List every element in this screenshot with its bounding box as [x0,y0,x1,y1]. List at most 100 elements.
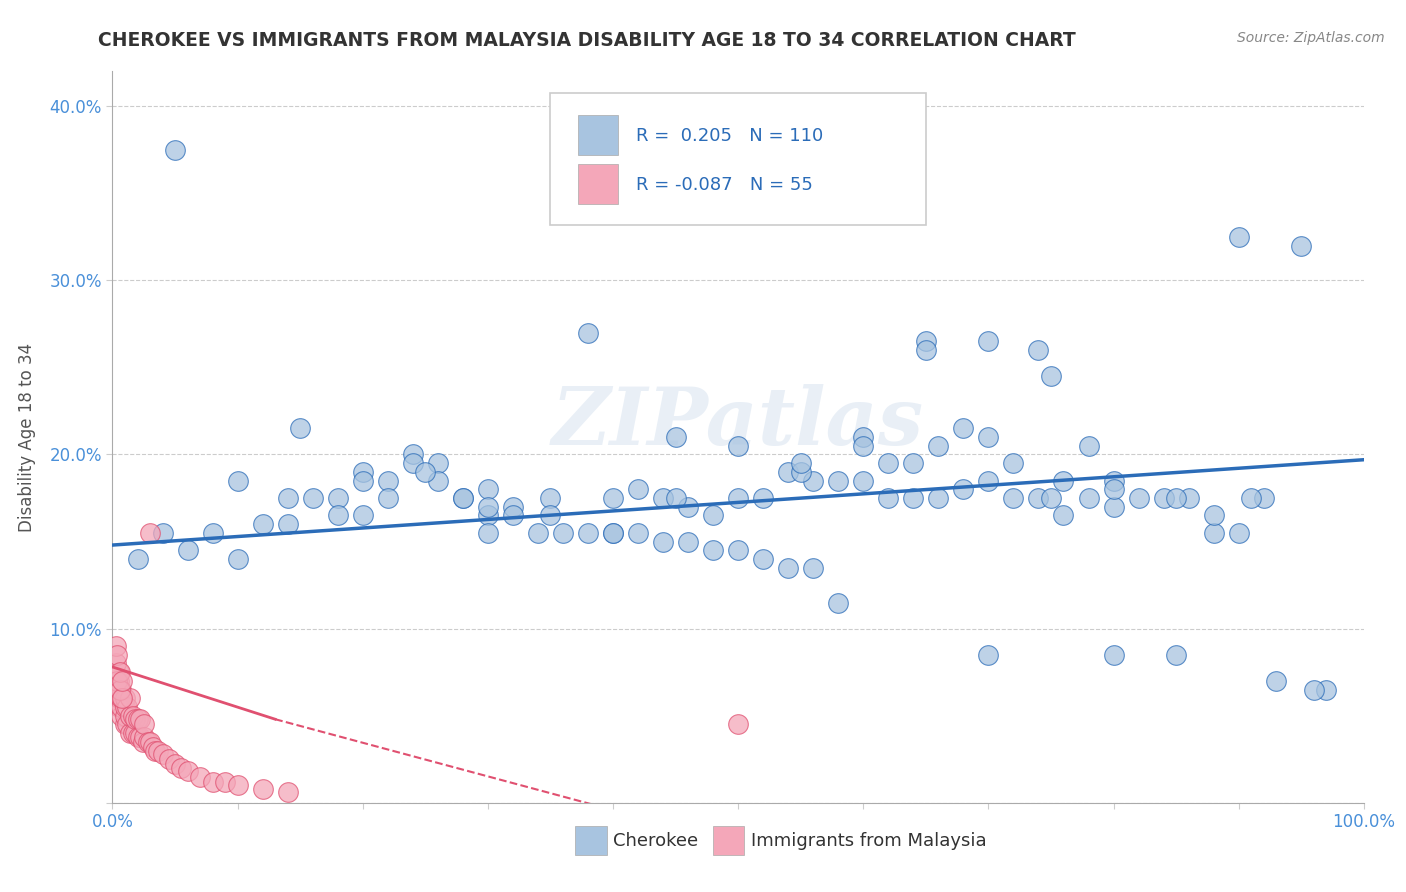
Point [163,757,186,772]
Point [226,778,249,792]
Point [110,708,132,723]
Y-axis label: Disability Age 18 to 34: Disability Age 18 to 34 [18,343,35,532]
Point [1102,500,1125,514]
Point [1315,682,1337,697]
Point [1102,648,1125,662]
Point [352,474,374,488]
Point [801,474,824,488]
Point [801,560,824,574]
Point [1028,491,1050,505]
Point [146,743,169,757]
Point [402,448,425,462]
Point [118,691,141,706]
Point [927,491,949,505]
Point [170,761,193,775]
Point [538,508,561,523]
Point [413,465,436,479]
Point [752,552,775,566]
Bar [575,826,607,855]
Point [1253,491,1275,505]
Point [426,474,449,488]
Point [1128,491,1150,505]
Point [778,465,800,479]
Point [139,525,162,540]
Point [477,483,499,497]
Point [121,708,143,723]
Point [1039,369,1063,384]
Point [377,491,399,505]
Text: R =  0.205   N = 110: R = 0.205 N = 110 [636,127,823,145]
Point [124,712,146,726]
Point [121,726,143,740]
Point [127,552,149,566]
Point [652,534,675,549]
Point [277,517,299,532]
Point [1164,648,1187,662]
Point [108,682,131,697]
Point [1227,525,1250,540]
Point [852,474,875,488]
Point [1052,508,1074,523]
Point [502,500,524,514]
Point [105,639,128,653]
Point [127,730,149,744]
Point [110,682,132,697]
Point [727,717,749,731]
Point [129,712,152,726]
Point [152,525,174,540]
Point [903,456,925,470]
Point [676,534,699,549]
Point [114,691,136,706]
Point [402,456,425,470]
Point [551,525,574,540]
Point [1202,525,1225,540]
Bar [578,164,619,204]
Point [1177,491,1199,505]
Point [110,700,132,714]
Point [952,483,974,497]
Text: Immigrants from Malaysia: Immigrants from Malaysia [751,832,986,850]
Point [118,708,141,723]
Point [790,465,813,479]
Point [127,712,149,726]
Point [252,781,274,796]
Point [176,764,198,779]
Point [139,735,162,749]
Point [188,770,211,784]
Point [1028,343,1050,357]
Point [114,708,136,723]
Point [1164,491,1187,505]
Point [827,474,849,488]
Point [676,500,699,514]
Point [727,491,749,505]
Point [952,421,974,435]
Point [129,730,152,744]
Point [1077,439,1099,453]
Bar [578,115,619,155]
Point [576,525,599,540]
Point [1039,491,1063,505]
Text: CHEROKEE VS IMMIGRANTS FROM MALAYSIA DISABILITY AGE 18 TO 34 CORRELATION CHART: CHEROKEE VS IMMIGRANTS FROM MALAYSIA DIS… [98,31,1076,50]
Point [107,700,129,714]
Point [226,552,249,566]
Point [852,439,875,453]
Point [226,474,249,488]
Point [977,648,1000,662]
Point [752,491,775,505]
Point [136,735,159,749]
Point [1102,483,1125,497]
Point [727,439,749,453]
Point [124,726,146,740]
FancyBboxPatch shape [550,94,927,225]
Point [477,500,499,514]
Point [290,421,312,435]
Point [702,508,724,523]
Point [201,775,224,789]
Point [107,682,129,697]
Point [451,491,474,505]
Point [111,673,134,688]
Point [426,456,449,470]
Point [107,673,129,688]
Point [790,456,813,470]
Point [915,334,938,349]
